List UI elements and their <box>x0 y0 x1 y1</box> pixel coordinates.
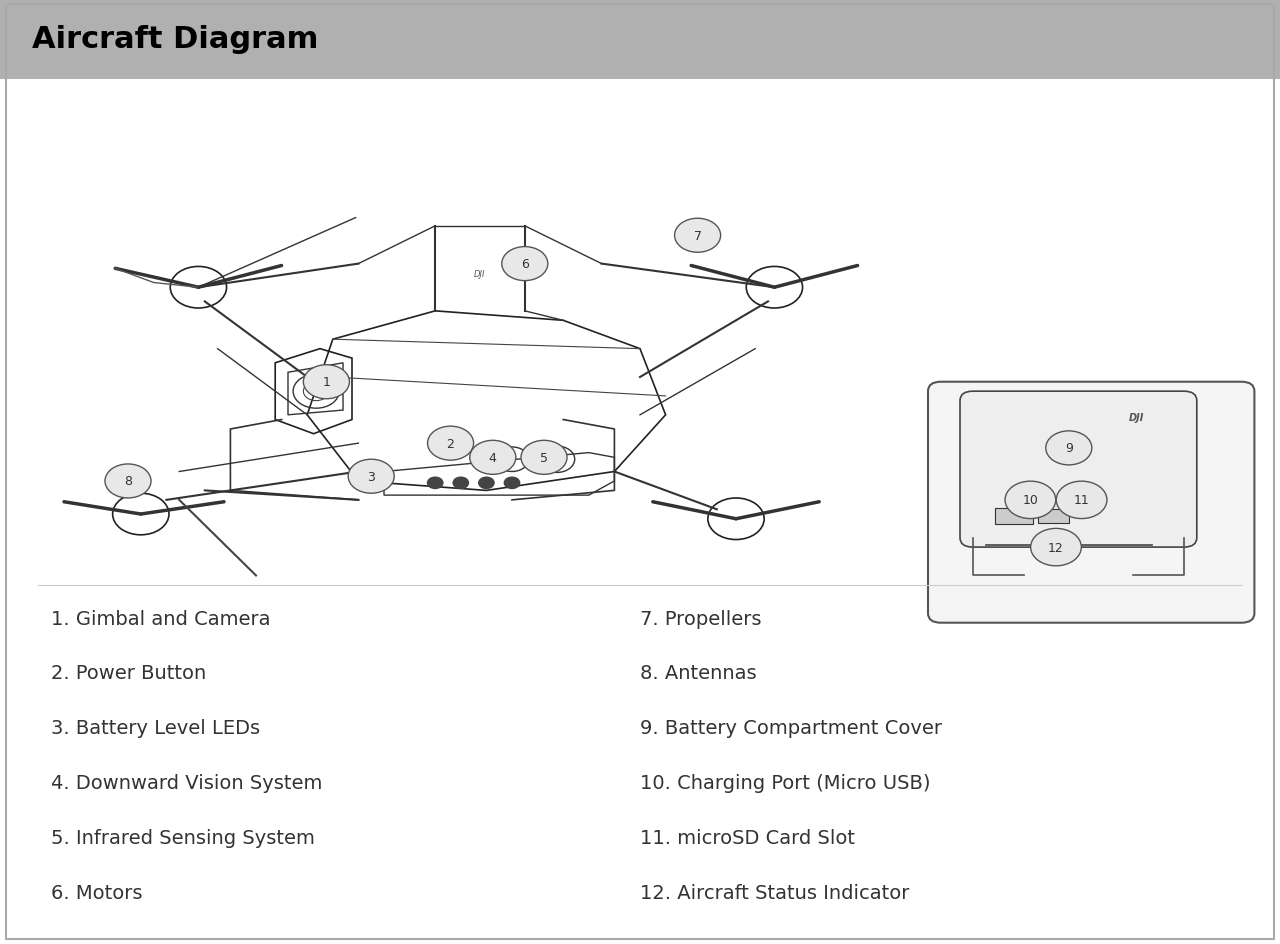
Circle shape <box>1046 431 1092 465</box>
Text: 11. microSD Card Slot: 11. microSD Card Slot <box>640 828 855 847</box>
Text: 8: 8 <box>124 475 132 488</box>
FancyBboxPatch shape <box>960 392 1197 548</box>
Text: 2. Power Button: 2. Power Button <box>51 664 206 683</box>
Circle shape <box>502 247 548 281</box>
FancyBboxPatch shape <box>1038 510 1069 523</box>
Circle shape <box>453 478 468 489</box>
Text: 7. Propellers: 7. Propellers <box>640 609 762 628</box>
Text: 1. Gimbal and Camera: 1. Gimbal and Camera <box>51 609 270 628</box>
Text: 7: 7 <box>694 229 701 243</box>
Text: 11: 11 <box>1074 494 1089 507</box>
Text: Aircraft Diagram: Aircraft Diagram <box>32 25 319 54</box>
Circle shape <box>428 478 443 489</box>
Circle shape <box>1030 529 1082 566</box>
Text: 10. Charging Port (Micro USB): 10. Charging Port (Micro USB) <box>640 773 931 792</box>
Text: 9. Battery Compartment Cover: 9. Battery Compartment Cover <box>640 718 942 737</box>
Text: 8. Antennas: 8. Antennas <box>640 664 756 683</box>
Circle shape <box>504 478 520 489</box>
FancyBboxPatch shape <box>928 382 1254 623</box>
FancyBboxPatch shape <box>0 0 1280 80</box>
Circle shape <box>1005 481 1056 519</box>
Circle shape <box>1056 481 1107 519</box>
Text: 4: 4 <box>489 451 497 464</box>
Text: 6. Motors: 6. Motors <box>51 883 142 902</box>
Text: 9: 9 <box>1065 442 1073 455</box>
Circle shape <box>428 427 474 461</box>
Text: 5. Infrared Sensing System: 5. Infrared Sensing System <box>51 828 315 847</box>
Circle shape <box>521 441 567 475</box>
Text: 12: 12 <box>1048 541 1064 554</box>
Text: 2: 2 <box>447 437 454 450</box>
Text: DJI: DJI <box>475 269 485 278</box>
Text: 10: 10 <box>1023 494 1038 507</box>
Text: DJI: DJI <box>1129 413 1144 422</box>
Text: 6: 6 <box>521 258 529 271</box>
Text: 3. Battery Level LEDs: 3. Battery Level LEDs <box>51 718 260 737</box>
Circle shape <box>675 219 721 253</box>
Circle shape <box>470 441 516 475</box>
Circle shape <box>479 478 494 489</box>
Text: 5: 5 <box>540 451 548 464</box>
Circle shape <box>348 460 394 494</box>
Text: 3: 3 <box>367 470 375 483</box>
Circle shape <box>303 365 349 399</box>
Text: 4. Downward Vision System: 4. Downward Vision System <box>51 773 323 792</box>
Circle shape <box>105 464 151 498</box>
Text: 1: 1 <box>323 376 330 389</box>
FancyBboxPatch shape <box>995 509 1033 525</box>
Text: 12. Aircraft Status Indicator: 12. Aircraft Status Indicator <box>640 883 909 902</box>
